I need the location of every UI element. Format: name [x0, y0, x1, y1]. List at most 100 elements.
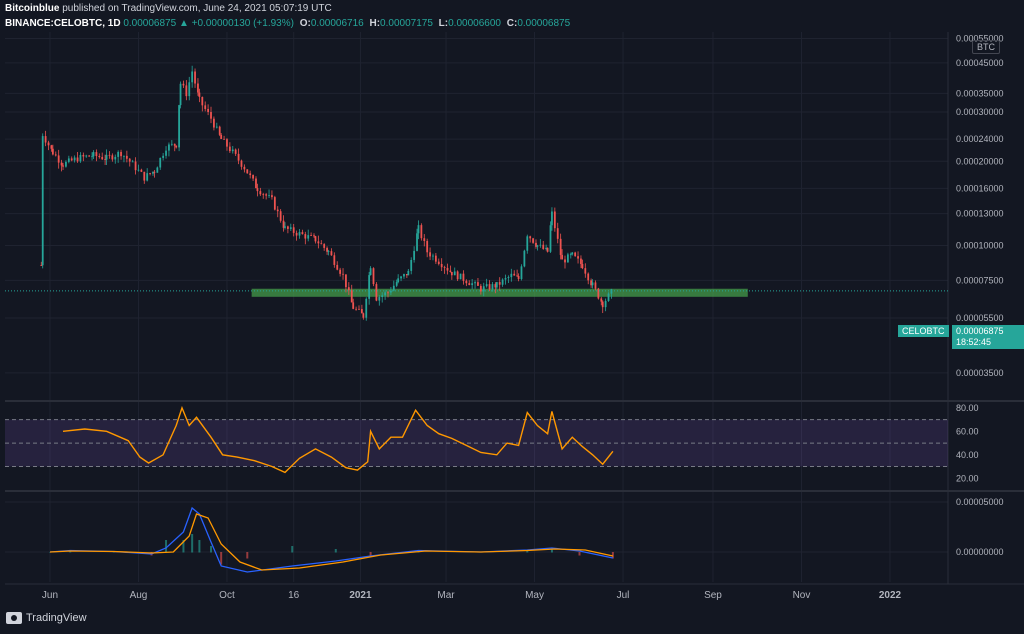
candle-body — [54, 154, 57, 156]
macd-tick-label: 0.00005000 — [956, 497, 1004, 507]
candle-body — [153, 171, 156, 173]
candle-body — [301, 232, 304, 235]
candle-body — [375, 284, 378, 301]
candle-body — [397, 278, 400, 283]
price-tick-label: 0.00024000 — [956, 134, 1004, 144]
candle-body — [539, 244, 542, 246]
candle-body — [40, 265, 43, 266]
candle-body — [314, 236, 317, 242]
candle-body — [223, 138, 225, 140]
price-tick-label: 0.00016000 — [956, 183, 1004, 193]
candle-body — [491, 284, 494, 290]
candle-body — [282, 220, 285, 228]
candle-body — [360, 309, 363, 314]
candle-body — [268, 195, 270, 196]
candle-body — [358, 308, 360, 310]
candle-body — [185, 85, 188, 97]
candle-body — [513, 273, 516, 276]
candle-body — [165, 150, 167, 156]
candle-body — [143, 171, 146, 181]
rsi-series[interactable] — [62, 405, 614, 474]
candle-body — [369, 268, 372, 276]
candle-body — [120, 151, 122, 157]
macd-histogram-bar — [526, 550, 529, 553]
candle-body — [259, 191, 262, 195]
candle-body — [207, 108, 210, 113]
time-tick-label: May — [525, 590, 544, 601]
candle-body — [352, 302, 355, 309]
support-zone-rect — [251, 288, 748, 297]
symbol-name[interactable]: BINANCE:CELOBTC, 1D — [5, 18, 121, 29]
candle-body — [284, 226, 286, 228]
macd-histogram-bar — [369, 552, 372, 556]
time-tick-label: Mar — [437, 590, 455, 601]
price-tick-label: 0.00020000 — [956, 156, 1004, 166]
candle-body — [85, 155, 88, 157]
candle-body — [571, 252, 574, 255]
candle-body — [494, 284, 497, 288]
low-value: 0.00006600 — [448, 18, 501, 29]
macd-histogram-bar — [112, 552, 115, 553]
candle-body — [67, 158, 70, 162]
candle-body — [197, 83, 199, 93]
time-axis[interactable]: Jun Aug Oct 16 2021 Mar May Jul Sep Nov 2022 — [42, 590, 902, 601]
price-tick-label: 0.00005500 — [956, 313, 1004, 323]
candle-body — [175, 145, 178, 148]
candle-body — [262, 194, 265, 196]
candle-body — [146, 173, 149, 181]
candle-body — [390, 290, 392, 293]
candle-body — [191, 71, 194, 83]
price-tick-label: 0.00030000 — [956, 107, 1004, 117]
candle-body — [536, 245, 539, 247]
candle-body — [91, 156, 93, 158]
candle-body — [546, 247, 549, 252]
macd-series[interactable] — [48, 506, 614, 573]
currency-label[interactable]: BTC — [972, 40, 1000, 54]
candle-body — [559, 238, 562, 255]
candle-body — [600, 298, 603, 302]
candle-body — [298, 232, 301, 236]
candle-body — [313, 235, 315, 237]
candle-body — [92, 152, 95, 157]
time-tick-label: 2021 — [349, 590, 372, 601]
candle-body — [432, 255, 434, 257]
candle-body — [178, 105, 180, 148]
candle-body — [501, 279, 504, 285]
candle-body — [549, 225, 552, 252]
high-value: 0.00007175 — [380, 18, 433, 29]
macd-histogram-bar — [334, 549, 337, 553]
low-label: L: — [438, 18, 449, 29]
author-name[interactable]: Bitcoinblue — [5, 3, 60, 14]
candle-body — [128, 158, 131, 162]
candle-body — [279, 211, 282, 221]
candle-body — [215, 126, 218, 128]
candle-body — [82, 154, 85, 157]
candle-body — [462, 273, 465, 281]
macd-histogram-bar — [191, 534, 194, 553]
candle-body — [152, 171, 154, 174]
macd-tick-label: 0.00000000 — [956, 547, 1004, 557]
candle-body — [574, 252, 577, 257]
candle-body — [304, 234, 307, 239]
price-tick-label: 0.00045000 — [956, 58, 1004, 68]
candle-body — [564, 259, 566, 263]
candle-body — [553, 211, 556, 229]
price-axis[interactable]: 0.00055000 0.00045000 0.00035000 0.00030000… — [956, 33, 1004, 557]
tradingview-logo[interactable]: TradingView — [6, 612, 87, 624]
candle-body — [474, 282, 476, 284]
candle-body — [179, 83, 182, 106]
bar-countdown: 18:52:45 — [956, 337, 992, 347]
candle-body — [459, 273, 462, 280]
candle-body — [170, 143, 173, 145]
price-series[interactable] — [40, 65, 613, 321]
macd-histogram-bar — [48, 552, 51, 553]
support-zone[interactable] — [251, 288, 748, 297]
candle-body — [488, 284, 491, 290]
candle-body — [437, 261, 440, 264]
candle-body — [517, 276, 520, 279]
candle-body — [292, 227, 295, 233]
candle-body — [289, 227, 292, 229]
candle-body — [381, 295, 384, 298]
candle-body — [228, 146, 231, 152]
